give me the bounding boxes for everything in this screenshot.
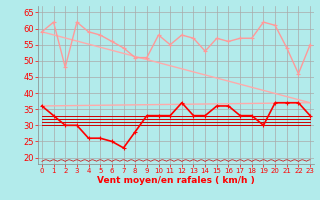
X-axis label: Vent moyen/en rafales ( km/h ): Vent moyen/en rafales ( km/h ) xyxy=(97,176,255,185)
